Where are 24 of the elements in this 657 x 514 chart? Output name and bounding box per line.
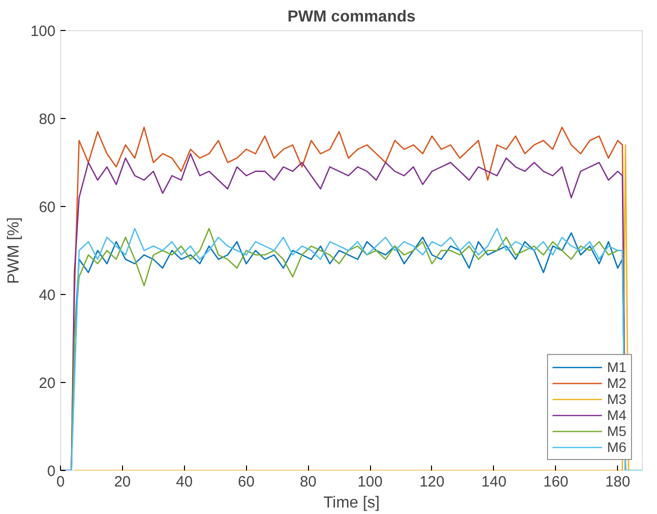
chart-title: PWM commands bbox=[287, 8, 416, 26]
legend-label: M3 bbox=[607, 391, 627, 407]
y-tick-label: 20 bbox=[38, 375, 56, 392]
x-tick-label: 20 bbox=[114, 474, 131, 490]
x-tick-label: 160 bbox=[543, 474, 568, 490]
x-tick-label: 60 bbox=[238, 474, 255, 490]
y-tick-label: 60 bbox=[38, 199, 56, 216]
y-tick-label: 100 bbox=[30, 23, 56, 40]
y-tick-label: 0 bbox=[47, 463, 56, 480]
x-tick-label: 140 bbox=[481, 474, 506, 490]
x-tick-label: 100 bbox=[358, 474, 383, 490]
x-tick-label: 80 bbox=[300, 474, 317, 490]
x-tick-label: 120 bbox=[419, 474, 445, 490]
legend-label: M6 bbox=[607, 439, 627, 455]
x-axis-title: Time [s] bbox=[323, 494, 380, 512]
y-tick-label: 40 bbox=[38, 287, 56, 304]
legend-label: M4 bbox=[607, 407, 627, 423]
x-tick-label: 180 bbox=[605, 474, 630, 490]
legend-label: M2 bbox=[607, 375, 627, 391]
legend-label: M5 bbox=[607, 423, 627, 439]
y-axis-title: PWM [%] bbox=[5, 217, 22, 284]
legend-label: M1 bbox=[607, 359, 627, 375]
y-tick-label: 80 bbox=[38, 111, 56, 128]
x-tick-label: 40 bbox=[176, 474, 193, 490]
